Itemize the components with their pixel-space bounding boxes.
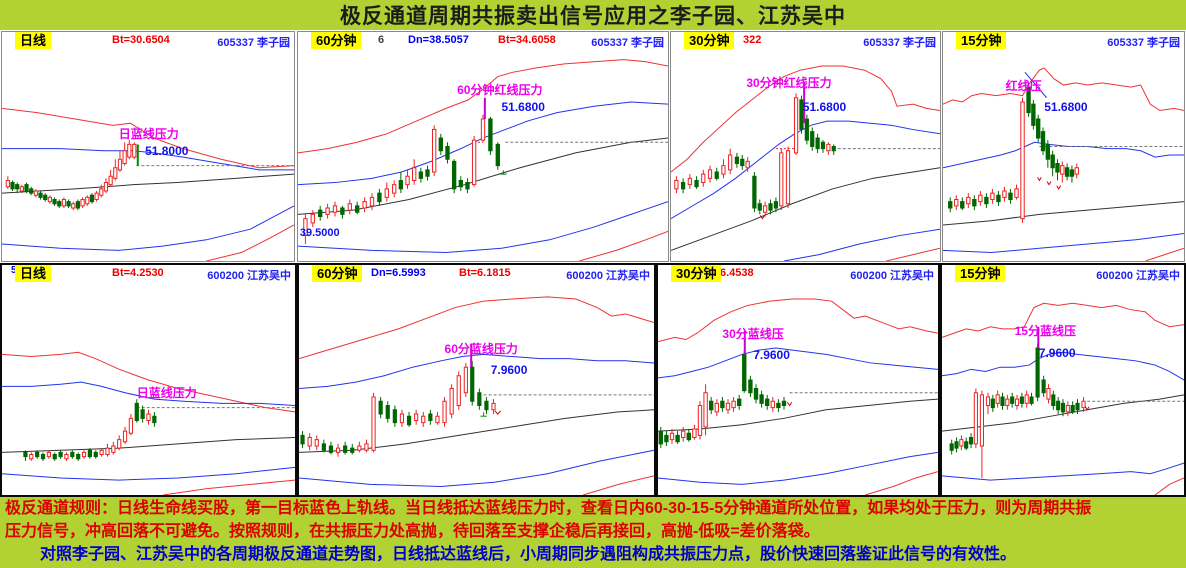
header-value: Bt=6.1815 [459,267,511,279]
footer-line-3: 对照李子园、江苏吴中的各周期极反通道走势图，日线抵达蓝线后，小周期同步遇阻构成共… [40,546,1017,563]
chart-panel-p1[interactable]: 日线 Bt=30.6504 605337 李子园 日蓝线压力 51.8000 [1,31,295,262]
pressure-annotation: 日蓝线压力 [136,386,197,401]
stock-code-label: 600200 江苏吴中 [850,270,934,282]
chart-panel-p3[interactable]: 30分钟 322 605337 李子园 30分钟红线压力 51.6800 [670,31,941,262]
stock-code-label: 605337 李子园 [591,37,664,49]
panel-header: 60分钟 6 Dn=38.5057 Bt=34.6058 605337 李子园 [298,32,668,49]
timeframe-label: 日线 [15,265,52,282]
header-values: Bt=30.6504 [2,33,294,49]
timeframe-label: 60分钟 [312,265,363,282]
header-value: 6.4538 [720,267,754,279]
candlestick-chart[interactable]: 日蓝线压力 [2,282,295,495]
chart-panel-p5[interactable]: 5.7888 日线 Bt=4.2530 600200 江苏吴中 日蓝线压力 [0,263,297,497]
header-values: Dn=6.5993 Bt=6.1815 [299,266,654,282]
channel-chart-svg [658,282,938,495]
panel-header: 60分钟 Dn=6.5993 Bt=6.1815 600200 江苏吴中 [299,265,654,282]
header-values: 6.4538 [658,266,938,282]
timeframe-label: 60分钟 [311,32,362,49]
chart-panel-p6[interactable]: 60分钟 Dn=6.5993 Bt=6.1815 600200 江苏吴中 60分蓝… [297,263,656,497]
candlestick-chart[interactable]: 30分蓝线压 7.9600 [658,282,938,495]
pressure-annotation: 30分蓝线压 [722,326,784,341]
price-label: 51.8000 [145,144,189,159]
panel-header: 5.7888 日线 Bt=4.2530 600200 江苏吴中 [2,265,295,282]
price-label: 51.6800 [802,99,847,114]
header-value: Bt=34.6058 [498,34,556,46]
channel-chart-svg [943,49,1184,261]
chart-panel-p4[interactable]: 15分钟 605337 李子园 红线压 51.6800 [942,31,1185,262]
price-label: 7.9600 [1038,345,1076,360]
pressure-annotation: 日蓝线压力 [118,127,179,142]
pressure-annotation: 15分蓝线压 [1014,324,1076,339]
timeframe-label: 30分钟 [671,265,722,282]
panel-header: 15分钟 605337 李子园 [943,32,1184,49]
axis-value-label: 39.5000 [299,227,340,240]
header-value: 6 [378,34,385,46]
timeframe-label: 15分钟 [956,32,1007,49]
timeframe-label: 30分钟 [684,32,735,49]
panel-header: 15分钟 600200 江苏吴中 [942,265,1184,282]
page-title: 极反通道周期共振卖出信号应用之李子园、江苏吴中 [0,0,1186,30]
stock-code-label: 600200 江苏吴中 [207,270,291,282]
header-value: Dn=6.5993 [371,267,426,279]
pressure-annotation: 60分钟红线压力 [457,82,543,97]
candlestick-chart[interactable]: 日蓝线压力 51.8000 [2,49,294,261]
price-label: 51.6800 [1044,99,1088,114]
footer-line-1: 极反通道规则：日线生命线买股，第一目标蓝色上轨线。当日线抵达蓝线压力时，查看日内… [5,500,1092,517]
channel-chart-svg [2,49,294,261]
price-label: 51.6800 [501,99,545,114]
candlestick-chart[interactable]: 红线压 51.6800 [943,49,1184,261]
footer-line-2: 压力信号，冲高回落不可避免。按照规则，在共振压力处高抛，待回落至支撑企稳后再接回… [5,523,820,540]
pressure-annotation: 60分蓝线压力 [444,341,518,356]
chart-panel-p2[interactable]: 60分钟 6 Dn=38.5057 Bt=34.6058 605337 李子园 60… [297,31,669,262]
stock-code-label: 605337 李子园 [217,37,290,49]
header-value: Dn=38.5057 [408,34,469,46]
channel-chart-svg [298,49,668,261]
header-value: Bt=30.6504 [112,34,170,46]
stock-code-label: 605337 李子园 [1107,37,1180,49]
header-value: Bt=4.2530 [112,267,164,279]
candlestick-chart[interactable]: 15分蓝线压 7.9600 [942,282,1184,495]
header-values: 322 [671,33,940,49]
header-value: 322 [743,34,762,46]
stock-code-label: 600200 江苏吴中 [1096,270,1180,282]
candlestick-chart[interactable]: 60分蓝线压力 7.9600 [299,282,654,495]
channel-chart-svg [671,49,940,261]
pressure-annotation: 30分钟红线压力 [746,76,832,91]
panel-header: 30分钟 6.4538 600200 江苏吴中 [658,265,938,282]
channel-chart-svg [942,282,1184,495]
price-label: 7.9600 [490,362,528,377]
panel-header: 日线 Bt=30.6504 605337 李子园 [2,32,294,49]
chart-panel-p8[interactable]: 15分钟 600200 江苏吴中 15分蓝线压 7.9600 [940,263,1186,497]
stock-code-label: 600200 江苏吴中 [566,270,650,282]
panel-header: 30分钟 322 605337 李子园 [671,32,940,49]
pressure-annotation: 红线压 [1005,78,1042,93]
timeframe-label: 15分钟 [955,265,1006,282]
chart-panel-p7[interactable]: 30分钟 6.4538 600200 江苏吴中 30分蓝线压 7.9600 [656,263,940,497]
header-values: Bt=4.2530 [2,266,295,282]
channel-chart-svg [2,282,295,495]
candlestick-chart[interactable]: 30分钟红线压力 51.6800 [671,49,940,261]
timeframe-label: 日线 [15,32,52,49]
header-values: 6 Dn=38.5057 Bt=34.6058 [298,33,668,49]
candlestick-chart[interactable]: 60分钟红线压力 51.6800 39.5000 [298,49,668,261]
price-label: 7.9600 [753,348,790,363]
rules-footer: 极反通道规则：日线生命线买股，第一目标蓝色上轨线。当日线抵达蓝线压力时，查看日内… [0,497,1186,568]
channel-chart-svg [299,282,654,495]
stock-code-label: 605337 李子园 [863,37,936,49]
